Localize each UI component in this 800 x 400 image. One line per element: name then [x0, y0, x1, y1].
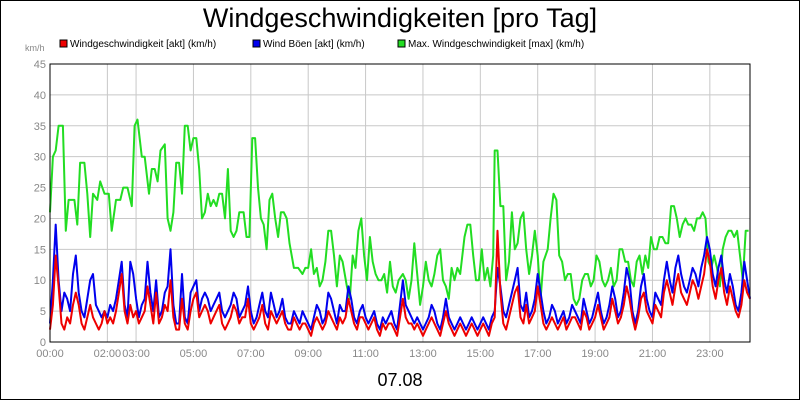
y-tick-label: 45 — [34, 59, 46, 71]
legend-label: Max. Windgeschwindigkeit [max] (km/h) — [408, 39, 584, 50]
date-label: 07.08 — [377, 370, 422, 390]
legend-label: Wind Böen [akt] (km/h) — [263, 39, 365, 50]
x-tick-label: 09:00 — [294, 348, 322, 360]
series-lines — [49, 118, 751, 337]
x-axis: 00:00 02:00 03:00 05:00 07:00 09:00 11:00 13:00… — [36, 348, 723, 360]
legend-swatch — [397, 39, 406, 48]
x-tick-label: 11:00 — [352, 348, 379, 360]
y-tick-label: 30 — [34, 152, 46, 164]
x-tick-label: 23:00 — [696, 348, 724, 360]
y-unit-label: km/h — [25, 43, 45, 53]
y-tick-label: 25 — [34, 183, 46, 195]
x-tick-label: 21:00 — [639, 348, 667, 360]
legend: Windgeschwindigkeit [akt] (km/h) Wind Böe… — [59, 39, 584, 50]
legend-label: Windgeschwindigkeit [akt] (km/h) — [70, 39, 216, 50]
legend-item: Wind Böen [akt] (km/h) — [252, 39, 365, 50]
x-tick-label: 17:00 — [524, 348, 552, 360]
y-tick-label: 5 — [40, 306, 46, 318]
plot-border — [49, 63, 751, 343]
series-line-0 — [49, 118, 749, 306]
y-tick-label: 0 — [40, 337, 46, 349]
y-tick-label: 35 — [34, 121, 46, 133]
x-tick-label: 13:00 — [409, 348, 437, 360]
legend-swatch — [252, 39, 261, 48]
x-tick-label: 02:00 — [94, 348, 122, 360]
series-line-2 — [49, 229, 751, 337]
x-tick-label: 07:00 — [237, 348, 265, 360]
y-tick-label: 20 — [34, 213, 46, 225]
grid — [50, 64, 750, 342]
x-tick-label: 05:00 — [180, 348, 208, 360]
chart-title: Windgeschwindigkeiten [pro Tag] — [203, 3, 597, 33]
y-axis: 0 5 10 15 20 25 30 35 40 45 — [34, 59, 46, 349]
x-tick-label: 19:00 — [581, 348, 609, 360]
legend-swatch — [59, 39, 68, 48]
y-tick-label: 40 — [34, 90, 46, 102]
legend-item: Max. Windgeschwindigkeit [max] (km/h) — [397, 39, 584, 50]
y-tick-label: 15 — [34, 244, 46, 256]
x-tick-label: 00:00 — [36, 348, 64, 360]
x-tick-label: 15:00 — [467, 348, 495, 360]
y-tick-label: 10 — [34, 275, 46, 287]
series-line-1 — [49, 223, 751, 331]
legend-item: Windgeschwindigkeit [akt] (km/h) — [59, 39, 216, 50]
x-tick-label: 03:00 — [122, 348, 150, 360]
